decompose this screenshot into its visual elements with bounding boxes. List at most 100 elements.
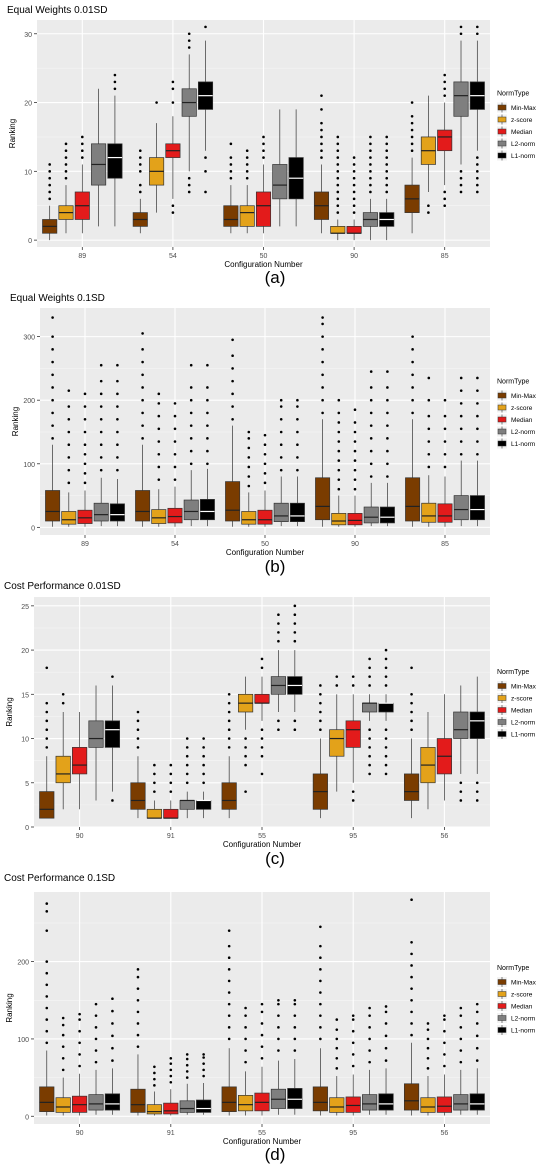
box-group-56 (403, 666, 485, 819)
outlier-point (293, 998, 297, 1002)
outlier-point (45, 728, 49, 731)
legend-key-l2-norm (497, 719, 507, 725)
outlier-point (116, 456, 119, 459)
outlier-point (263, 452, 267, 456)
outlier-point (206, 424, 209, 427)
outlier-point (293, 1002, 297, 1006)
outlier-point (321, 386, 324, 389)
box-l1-norm (104, 720, 121, 748)
outlier-point (247, 437, 251, 440)
outlier-point (185, 737, 189, 740)
outlier-point (136, 987, 140, 990)
legend-label: Median (511, 417, 533, 424)
outlier-point (351, 1041, 355, 1045)
outlier-point (45, 983, 49, 987)
box-z-score (329, 1097, 345, 1113)
outlier-point (293, 719, 297, 723)
outlier-point (277, 719, 280, 723)
outlier-point (410, 975, 413, 979)
outlier-point (277, 1014, 280, 1018)
outlier-point (351, 675, 355, 678)
legend-key-z-score (497, 991, 507, 997)
box-z-score (61, 511, 77, 525)
outlier-point (116, 379, 119, 383)
x-tick-label: 55 (258, 833, 266, 840)
legend-key-l1-norm (497, 152, 507, 159)
legend-key-median (497, 707, 507, 713)
x-tick-label: 91 (167, 1130, 175, 1137)
outlier-point (45, 1029, 49, 1033)
outlier-point (206, 437, 209, 440)
outlier-point (78, 1064, 81, 1068)
outlier-point (138, 183, 142, 187)
outlier-point (244, 754, 247, 758)
outlier-point (476, 389, 479, 392)
y-tick-label: 10 (21, 737, 29, 744)
outlier-point (369, 437, 373, 440)
outlier-point (260, 1022, 264, 1025)
outlier-point (475, 1022, 479, 1025)
outlier-point (319, 1026, 322, 1029)
y-tick-label: 300 (23, 335, 35, 342)
outlier-point (227, 719, 231, 723)
outlier-point (426, 1046, 430, 1050)
box-z-score (238, 1095, 254, 1112)
outlier-point (385, 170, 389, 173)
outlier-point (410, 693, 413, 696)
outlier-point (277, 639, 280, 643)
outlier-point (385, 163, 389, 166)
box-z-score (331, 513, 347, 526)
outlier-point (247, 456, 251, 459)
outlier-point (293, 613, 297, 616)
outlier-point (335, 675, 339, 678)
outlier-point (336, 197, 340, 201)
outlier-point (443, 190, 447, 194)
outlier-point (353, 468, 357, 472)
outlier-point (51, 316, 54, 319)
outlier-point (476, 156, 479, 159)
outlier-point (116, 417, 119, 421)
outlier-point (411, 360, 414, 364)
legend-title: NormType (497, 379, 529, 386)
box-group-91 (130, 968, 212, 1116)
outlier-point (293, 1037, 297, 1041)
outlier-point (157, 402, 161, 405)
outlier-point (189, 411, 193, 415)
outlier-point (99, 405, 103, 408)
outlier-point (260, 746, 264, 749)
outlier-point (293, 639, 297, 643)
box-l1-norm (196, 800, 212, 810)
x-tick-label: 85 (441, 253, 449, 260)
outlier-point (427, 440, 431, 443)
legend-key-min-max (497, 979, 507, 985)
outlier-point (45, 746, 49, 749)
outlier-point (260, 728, 264, 731)
outlier-point (94, 1026, 98, 1029)
outlier-point (173, 452, 177, 456)
y-tick-label: 15 (21, 692, 29, 699)
outlier-point (410, 128, 414, 132)
y-tick-label: 0 (25, 1114, 29, 1121)
outlier-point (169, 1068, 173, 1072)
outlier-point (45, 719, 49, 723)
outlier-point (369, 156, 372, 159)
x-tick-label: 54 (169, 253, 177, 260)
outlier-point (260, 1033, 264, 1037)
box-l2-norm (363, 506, 379, 524)
outlier-point (116, 443, 119, 447)
outlier-point (410, 728, 413, 731)
outlier-point (384, 1046, 388, 1050)
outlier-point (475, 1034, 479, 1038)
outlier-point (61, 1023, 65, 1027)
x-tick-label: 95 (349, 833, 357, 840)
outlier-point (353, 408, 357, 412)
box-min-max (312, 1086, 328, 1112)
figure-caption: (a) (265, 268, 286, 287)
outlier-point (45, 1018, 49, 1021)
outlier-point (99, 392, 103, 396)
legend: NormType Min-Max z-score Median L2-norm L1-no… (497, 379, 537, 449)
outlier-point (476, 440, 479, 443)
outlier-point (369, 424, 373, 427)
